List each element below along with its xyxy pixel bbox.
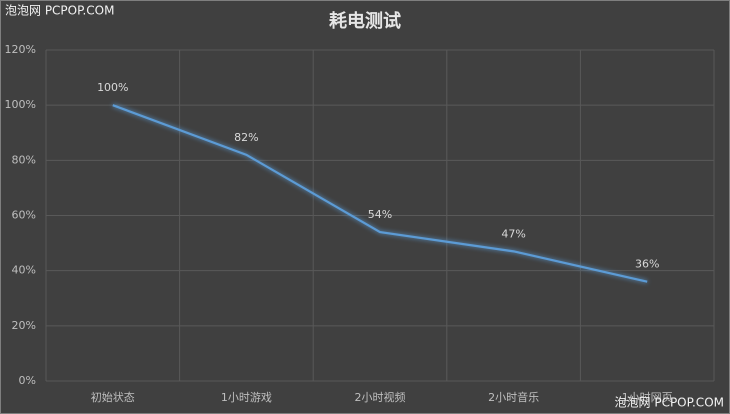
x-tick-label: 2小时音乐 xyxy=(488,390,539,404)
y-tick-label: 20% xyxy=(12,319,36,332)
y-tick-label: 80% xyxy=(12,153,36,166)
x-tick-label: 2小时视频 xyxy=(355,390,406,404)
y-tick-label: 100% xyxy=(5,98,36,111)
value-label: 47% xyxy=(501,227,525,240)
chart-title: 耗电测试 xyxy=(329,10,401,32)
value-label: 36% xyxy=(635,258,659,271)
x-tick-label: 1小时游戏 xyxy=(221,391,272,404)
watermark: 泡泡网 PCPOP.COM xyxy=(5,4,114,18)
x-tick-label: 初始状态 xyxy=(91,390,135,404)
line xyxy=(112,104,648,283)
watermark: 泡泡网 PCPOP.COM xyxy=(615,396,724,410)
y-tick-label: 120% xyxy=(5,43,36,56)
y-tick-label: 40% xyxy=(12,264,36,277)
value-label: 100% xyxy=(97,81,128,94)
value-label: 82% xyxy=(234,131,258,144)
y-tick-label: 0% xyxy=(19,374,36,387)
y-tick-label: 60% xyxy=(12,209,36,222)
x-tick-label: 1小时网页 xyxy=(622,391,673,404)
value-label: 54% xyxy=(368,208,392,221)
